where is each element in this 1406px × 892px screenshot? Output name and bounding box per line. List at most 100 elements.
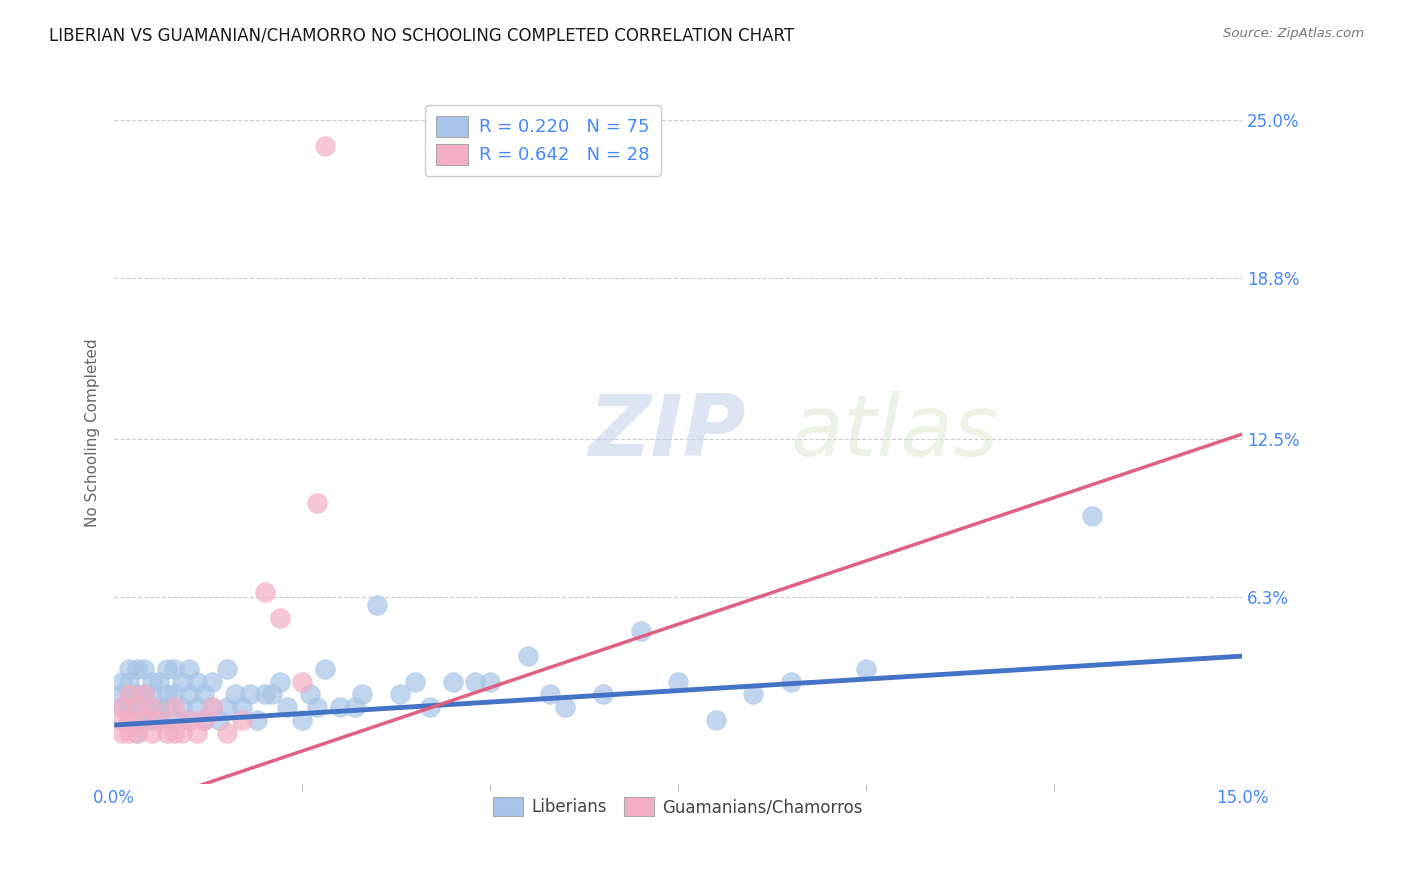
Text: atlas: atlas (792, 392, 998, 475)
Point (141, 700, 163, 714)
Point (118, 687, 141, 701)
Point (208, 713, 231, 727)
Point (352, 687, 374, 701)
Point (141, 687, 163, 701)
Point (291, 713, 314, 727)
Point (111, 687, 134, 701)
Point (269, 674, 291, 689)
Point (163, 662, 186, 676)
Point (1080, 508, 1102, 523)
Point (156, 662, 179, 676)
Point (592, 687, 614, 701)
Point (246, 713, 269, 727)
Point (179, 713, 201, 727)
Point (307, 700, 329, 714)
Point (224, 687, 246, 701)
Text: LIBERIAN VS GUAMANIAN/CHAMORRO NO SCHOOLING COMPLETED CORRELATION CHART: LIBERIAN VS GUAMANIAN/CHAMORRO NO SCHOOL… (49, 27, 794, 45)
Point (134, 662, 156, 676)
Point (538, 687, 561, 701)
Point (441, 674, 464, 689)
Point (314, 138, 336, 153)
Point (343, 700, 366, 714)
Point (163, 700, 186, 714)
Point (238, 687, 260, 701)
Point (148, 674, 170, 689)
Point (134, 713, 156, 727)
Point (479, 674, 502, 689)
Point (125, 700, 148, 714)
Point (163, 725, 186, 739)
Point (276, 700, 298, 714)
Point (125, 700, 148, 714)
Point (855, 662, 877, 676)
Point (366, 598, 388, 612)
Point (630, 624, 652, 638)
Point (704, 713, 727, 727)
Point (231, 713, 253, 727)
Point (134, 687, 156, 701)
Point (125, 725, 148, 739)
Point (118, 674, 141, 689)
Point (298, 687, 321, 701)
Point (179, 713, 201, 727)
Point (269, 611, 291, 625)
Point (215, 700, 238, 714)
Point (554, 700, 576, 714)
Point (314, 662, 336, 676)
Point (201, 700, 224, 714)
Point (111, 713, 134, 727)
Point (148, 713, 170, 727)
Point (307, 496, 329, 510)
Point (156, 700, 179, 714)
Point (170, 725, 193, 739)
Point (134, 687, 156, 701)
Point (111, 674, 134, 689)
Point (111, 700, 134, 714)
Point (179, 687, 201, 701)
Point (186, 674, 208, 689)
Text: ZIP: ZIP (588, 392, 745, 475)
Point (111, 725, 134, 739)
Point (201, 700, 224, 714)
Point (262, 687, 284, 701)
Point (163, 687, 186, 701)
Point (404, 674, 426, 689)
Y-axis label: No Schooling Completed: No Schooling Completed (86, 338, 100, 527)
Point (516, 649, 538, 664)
Point (215, 725, 238, 739)
Point (118, 662, 141, 676)
Point (419, 700, 441, 714)
Point (388, 687, 411, 701)
Point (253, 585, 276, 599)
Point (163, 713, 186, 727)
Point (111, 700, 134, 714)
Point (118, 725, 141, 739)
Point (118, 687, 141, 701)
Point (156, 687, 179, 701)
Point (170, 674, 193, 689)
Point (141, 725, 163, 739)
Point (141, 713, 163, 727)
Point (193, 713, 215, 727)
Point (134, 713, 156, 727)
Point (186, 725, 208, 739)
Point (141, 674, 163, 689)
Point (780, 674, 803, 689)
Point (156, 725, 179, 739)
Point (125, 725, 148, 739)
Point (118, 713, 141, 727)
Point (170, 700, 193, 714)
Point (464, 674, 486, 689)
Point (186, 700, 208, 714)
Text: Source: ZipAtlas.com: Source: ZipAtlas.com (1223, 27, 1364, 40)
Point (148, 713, 170, 727)
Point (125, 687, 148, 701)
Point (193, 687, 215, 701)
Point (329, 700, 352, 714)
Point (179, 662, 201, 676)
Point (291, 674, 314, 689)
Point (141, 700, 163, 714)
Point (215, 662, 238, 676)
Point (201, 674, 224, 689)
Point (118, 700, 141, 714)
